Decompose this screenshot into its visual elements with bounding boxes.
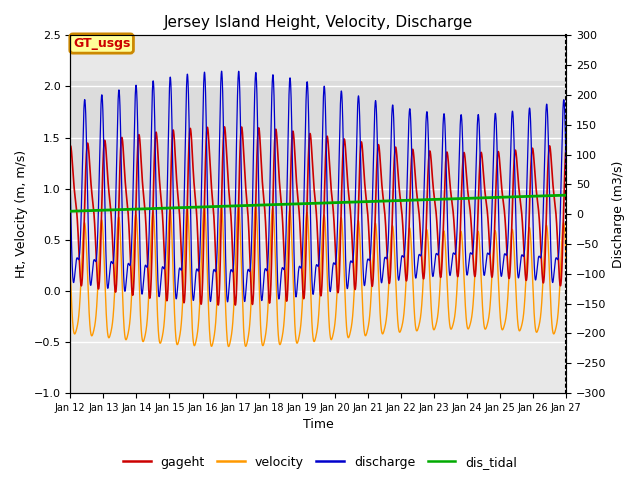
Legend: gageht, velocity, discharge, dis_tidal: gageht, velocity, discharge, dis_tidal xyxy=(118,451,522,474)
Title: Jersey Island Height, Velocity, Discharge: Jersey Island Height, Velocity, Discharg… xyxy=(164,15,473,30)
Y-axis label: Discharge (m3/s): Discharge (m3/s) xyxy=(612,160,625,268)
X-axis label: Time: Time xyxy=(303,419,333,432)
Text: GT_usgs: GT_usgs xyxy=(73,37,131,50)
Bar xyxy=(70,81,566,214)
Y-axis label: Ht, Velocity (m, m/s): Ht, Velocity (m, m/s) xyxy=(15,150,28,278)
